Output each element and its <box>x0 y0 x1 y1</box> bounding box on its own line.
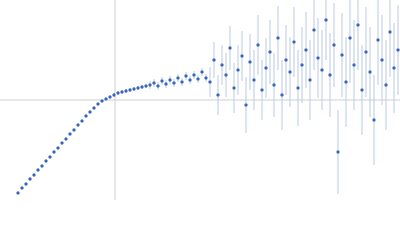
point <box>356 23 360 27</box>
point <box>88 110 92 114</box>
page: (() => { const data = JSON.parse(documen… <box>0 0 400 200</box>
point <box>276 36 280 40</box>
point <box>160 79 164 83</box>
chart <box>0 0 400 200</box>
point <box>132 87 136 91</box>
point <box>156 84 160 88</box>
point <box>196 77 200 81</box>
point <box>224 73 228 77</box>
point <box>28 177 32 181</box>
point <box>232 86 236 90</box>
point <box>256 43 260 47</box>
point <box>92 106 96 110</box>
point <box>176 76 180 80</box>
point <box>260 88 264 92</box>
point <box>104 97 108 101</box>
point <box>108 95 112 99</box>
point <box>116 91 120 95</box>
point <box>20 186 24 190</box>
point <box>136 86 140 90</box>
point <box>388 30 392 34</box>
point <box>228 46 232 50</box>
point <box>392 66 396 70</box>
point <box>16 191 20 195</box>
point <box>68 132 72 136</box>
point <box>180 80 184 84</box>
point <box>60 141 64 145</box>
point <box>368 70 372 74</box>
point <box>320 68 324 72</box>
point <box>124 89 128 93</box>
point <box>200 70 204 74</box>
point <box>148 83 152 87</box>
point <box>244 103 248 107</box>
point <box>336 150 340 154</box>
point <box>396 48 400 52</box>
point <box>384 83 388 87</box>
point <box>296 86 300 90</box>
point <box>316 56 320 60</box>
point <box>352 63 356 67</box>
point <box>120 90 124 94</box>
point <box>140 85 144 89</box>
point <box>204 76 208 80</box>
point <box>96 102 100 106</box>
point <box>100 99 104 103</box>
point <box>268 50 272 54</box>
point <box>312 28 316 32</box>
point <box>332 43 336 47</box>
point <box>112 93 116 97</box>
point <box>168 78 172 82</box>
point <box>64 137 68 141</box>
point <box>272 83 276 87</box>
point <box>344 80 348 84</box>
point <box>340 53 344 57</box>
point <box>376 38 380 42</box>
point <box>300 63 304 67</box>
point <box>56 146 60 150</box>
point <box>80 119 84 123</box>
point <box>264 66 268 70</box>
point <box>364 50 368 54</box>
point <box>288 70 292 74</box>
point <box>348 36 352 40</box>
point <box>84 114 88 118</box>
point <box>360 88 364 92</box>
point <box>240 54 244 58</box>
point <box>36 168 40 172</box>
point <box>208 80 212 84</box>
point <box>192 73 196 77</box>
point <box>292 40 296 44</box>
point <box>372 118 376 122</box>
point <box>72 128 76 132</box>
point <box>164 82 168 86</box>
point <box>76 123 80 127</box>
point <box>324 18 328 22</box>
point <box>212 58 216 62</box>
point <box>280 93 284 97</box>
point <box>128 88 132 92</box>
point <box>252 78 256 82</box>
point <box>172 81 176 85</box>
point <box>284 58 288 62</box>
point <box>44 159 48 163</box>
point <box>144 84 148 88</box>
point <box>248 60 252 64</box>
point <box>380 58 384 62</box>
point <box>308 78 312 82</box>
point <box>48 155 52 159</box>
point <box>236 68 240 72</box>
point <box>152 81 156 85</box>
point <box>24 182 28 186</box>
point <box>40 164 44 168</box>
point <box>188 78 192 82</box>
point <box>304 48 308 52</box>
point <box>32 173 36 177</box>
point <box>328 73 332 77</box>
point <box>52 150 56 154</box>
point <box>216 93 220 97</box>
point <box>184 74 188 78</box>
point <box>220 63 224 67</box>
